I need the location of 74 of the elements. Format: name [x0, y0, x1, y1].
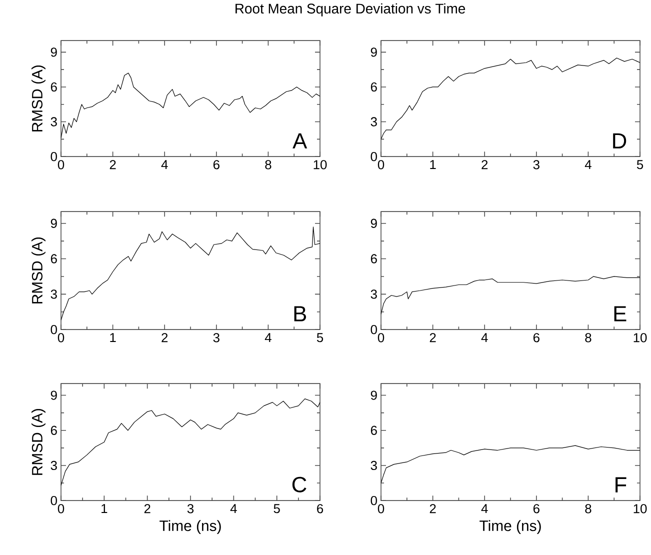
- x-tick-label: 8: [585, 504, 592, 514]
- x-tick-label: 10: [634, 333, 647, 342]
- x-tick-label: 4: [264, 333, 272, 342]
- x-tick-label: 0: [58, 504, 64, 514]
- x-tick-label: 0: [378, 504, 384, 514]
- y-tick-label: 0: [370, 152, 377, 162]
- y-tick-label: 9: [50, 390, 57, 400]
- y-tick-label: 3: [50, 290, 57, 299]
- x-axis-title: Time (ns): [480, 520, 541, 534]
- x-tick-label: 3: [187, 504, 194, 514]
- x-tick-label: 0: [58, 160, 64, 170]
- x-tick-label: 1: [102, 504, 108, 514]
- x-tick-label: 0: [378, 333, 384, 342]
- x-tick-label: 5: [636, 160, 644, 170]
- x-tick-label: 4: [481, 333, 488, 342]
- x-tick-label: 2: [110, 160, 116, 170]
- y-tick-label: 3: [370, 461, 377, 470]
- annotation: E: [614, 306, 626, 322]
- y-axis-title: RMSD (A): [32, 238, 46, 304]
- y-tick-label: 6: [50, 82, 57, 92]
- y-tick-label: 6: [370, 254, 377, 264]
- x-tick-label: 0: [58, 333, 64, 342]
- annotation: C: [292, 477, 306, 493]
- y-tick-label: 0: [50, 496, 57, 506]
- y-tick-label: 3: [50, 117, 57, 127]
- text: Root Mean Square Deviation vs Time: [236, 4, 466, 17]
- y-tick-label: 3: [370, 117, 377, 127]
- x-tick-label: 6: [317, 504, 324, 514]
- y-tick-label: 6: [370, 426, 377, 436]
- x-tick-label: 6: [213, 160, 220, 170]
- y-tick-label: 6: [370, 82, 377, 92]
- x-tick-label: 4: [161, 160, 168, 170]
- x-tick-label: 2: [430, 504, 436, 514]
- x-tick-label: 3: [533, 160, 540, 170]
- x-tick-label: 5: [274, 504, 280, 514]
- y-tick-label: 3: [370, 290, 377, 299]
- annotation: F: [616, 477, 626, 493]
- x-tick-label: 1: [110, 333, 116, 342]
- y-tick-label: 9: [370, 218, 377, 228]
- y-axis-title: RMSD (A): [32, 409, 46, 476]
- y-tick-label: 0: [50, 152, 57, 162]
- x-tick-label: 0: [378, 160, 384, 170]
- y-tick-label: 0: [50, 325, 57, 334]
- x-tick-label: 4: [584, 160, 592, 170]
- x-tick-label: 2: [162, 333, 168, 342]
- x-tick-label: 4: [481, 504, 488, 514]
- y-tick-label: 0: [370, 325, 377, 334]
- y-tick-label: 9: [50, 48, 57, 57]
- y-tick-label: 0: [370, 496, 377, 506]
- y-tick-label: 9: [370, 390, 377, 400]
- x-tick-label: 8: [585, 333, 592, 342]
- x-tick-label: 10: [634, 504, 647, 514]
- y-axis-title: RMSD (A): [32, 66, 46, 132]
- line-series: [61, 226, 320, 321]
- y-tick-label: 9: [370, 48, 377, 57]
- x-tick-label: 6: [533, 504, 540, 514]
- x-tick-label: 10: [314, 160, 327, 170]
- annotation: B: [294, 306, 306, 322]
- x-tick-label: 6: [533, 333, 540, 342]
- x-tick-label: 2: [430, 333, 436, 342]
- x-tick-label: 1: [430, 160, 436, 170]
- x-tick-label: 8: [265, 160, 272, 170]
- x-tick-label: 3: [213, 333, 220, 342]
- x-tick-label: 4: [230, 504, 237, 514]
- x-axis-title: Time (ns): [160, 520, 221, 534]
- x-tick-label: 2: [144, 504, 150, 514]
- y-tick-label: 9: [50, 218, 57, 228]
- annotation: A: [292, 134, 308, 149]
- y-tick-label: 6: [50, 254, 57, 264]
- annotation: D: [613, 134, 626, 149]
- x-tick-label: 2: [482, 160, 488, 170]
- y-tick-label: 6: [50, 426, 57, 436]
- x-tick-label: 5: [316, 333, 324, 342]
- y-tick-label: 3: [50, 461, 57, 470]
